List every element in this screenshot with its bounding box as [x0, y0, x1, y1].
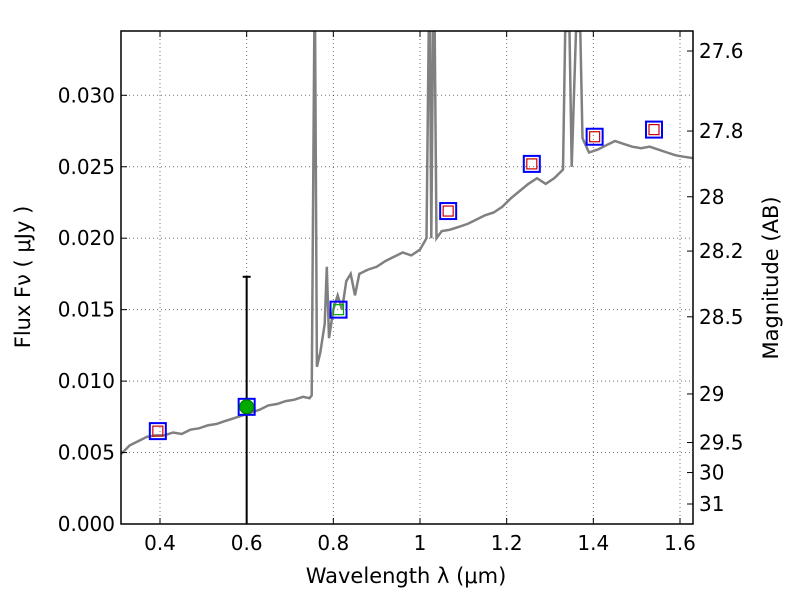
- marker-layer: [148, 120, 663, 524]
- measured-point: [239, 399, 255, 415]
- right-tick-label: 31: [699, 492, 724, 516]
- photometry-box: [585, 127, 604, 146]
- photometry-box: [645, 120, 663, 139]
- model-point: [442, 205, 454, 217]
- x-tick-label: 1: [414, 531, 427, 555]
- y-axis-title: Flux Fν ( μJy ): [11, 206, 35, 349]
- photometry-box: [439, 202, 458, 221]
- right-tick-label: 29.5: [699, 431, 744, 455]
- photometry-box: [237, 397, 256, 416]
- right-tick-label: 29: [699, 382, 724, 406]
- spectrum-line: [121, 31, 693, 455]
- y-tick-label: 0.005: [58, 441, 115, 465]
- x-tick-label: 1.4: [577, 531, 609, 555]
- photometry-box: [148, 422, 167, 441]
- right-tick-label: 30: [699, 461, 724, 485]
- photometry-box: [522, 154, 541, 173]
- y-tick-label: 0.000: [58, 512, 115, 536]
- x-axis-title: Wavelength λ (μm): [306, 564, 507, 588]
- right-tick-label: 28.5: [699, 305, 744, 329]
- right-tick-label: 27.8: [699, 119, 744, 143]
- grid-layer: [121, 31, 693, 524]
- right-tick-label: 27.6: [699, 39, 744, 63]
- x-tick-label: 0.4: [144, 531, 176, 555]
- photometry-box: [329, 300, 348, 319]
- y-tick-label: 0.020: [58, 226, 115, 250]
- x-tick-label: 0.8: [317, 531, 349, 555]
- right-tick-label: 28.2: [699, 239, 744, 263]
- x-tick-label: 1.6: [664, 531, 696, 555]
- spectrum-layer: [121, 31, 693, 455]
- model-point: [332, 304, 345, 316]
- x-tick-label: 1.2: [491, 531, 523, 555]
- model-point: [152, 425, 164, 437]
- model-point: [526, 158, 538, 170]
- y-tick-label: 0.025: [58, 155, 115, 179]
- right-tick-label: 28: [699, 185, 724, 209]
- x-tick-label: 0.6: [231, 531, 263, 555]
- right-axis-title: Magnitude (AB): [759, 196, 783, 359]
- y-tick-label: 0.010: [58, 369, 115, 393]
- tick-layer: 0.4 0.6 0.8 1 1.2 1.4 1.6 0.000 0.005 0.010 0.015 0…: [58, 31, 744, 555]
- y-tick-label: 0.015: [58, 298, 115, 322]
- plot-frame: [120, 30, 694, 525]
- model-point: [648, 123, 660, 136]
- y-tick-label: 0.030: [58, 83, 115, 107]
- model-point: [589, 131, 601, 143]
